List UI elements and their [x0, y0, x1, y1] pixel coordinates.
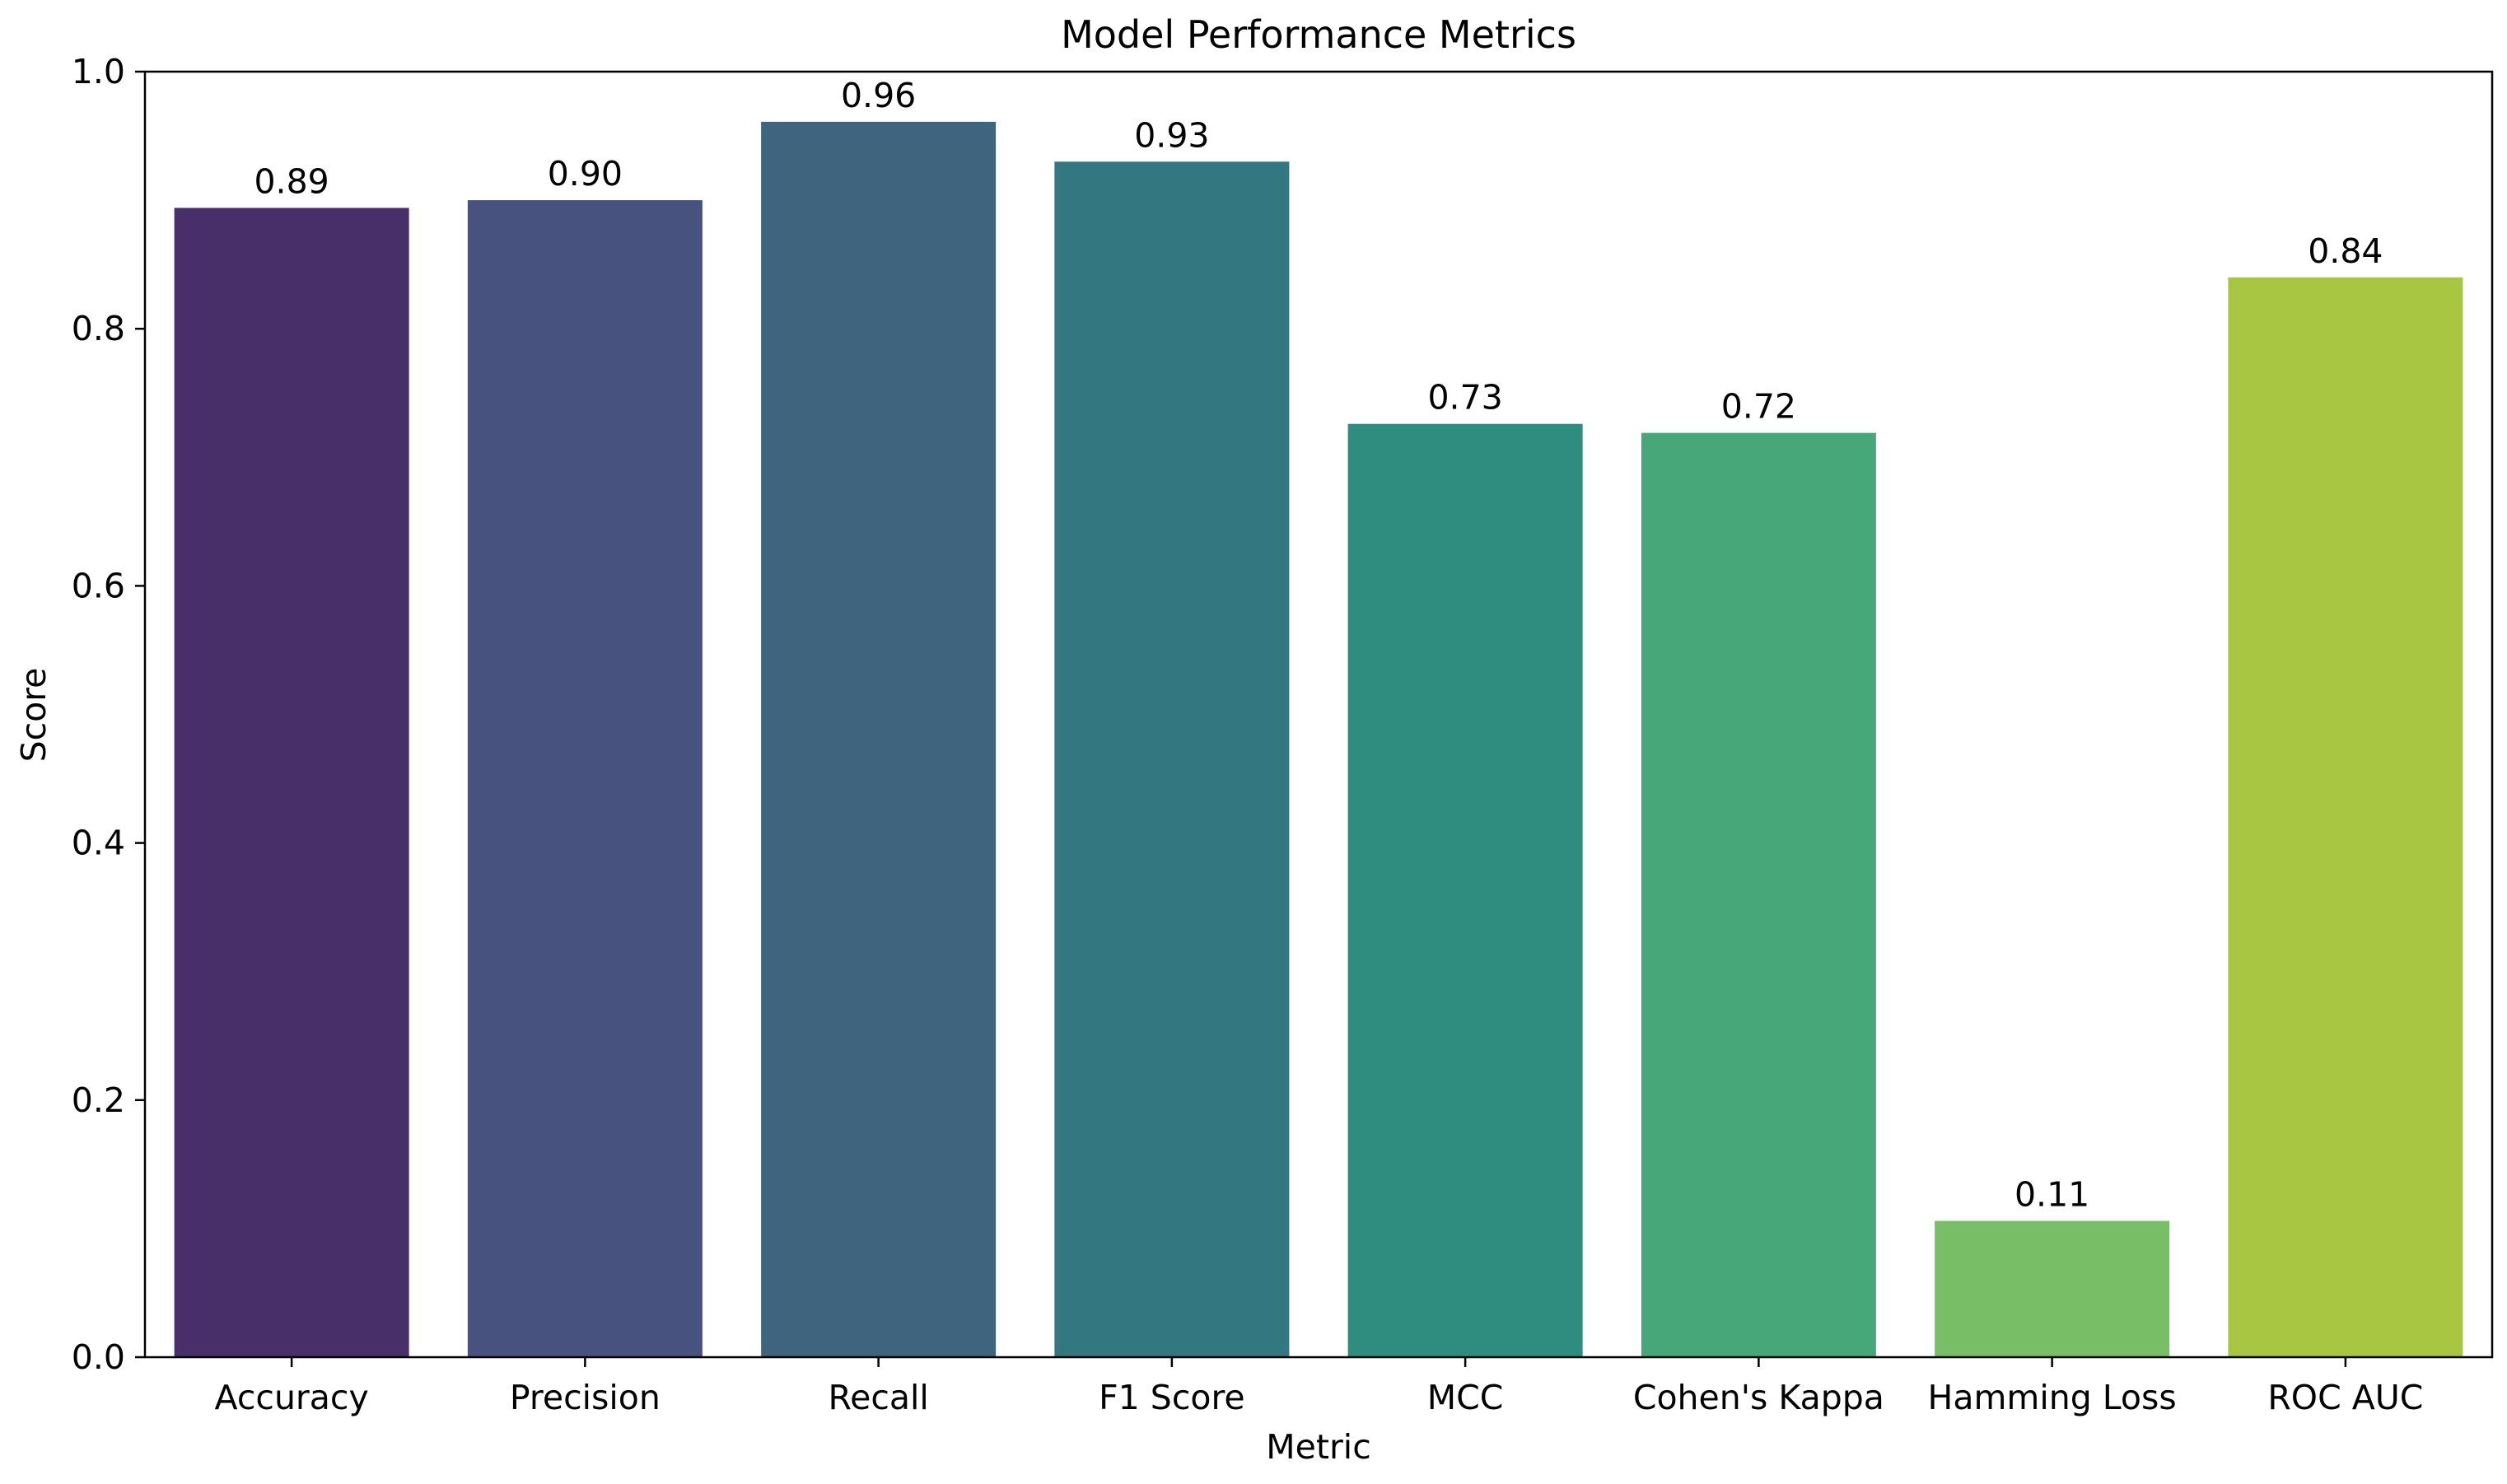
x-axis-ticks: Accuracy Precision Recall F1 Score MCC Cohen'… [215, 1357, 2423, 1417]
y-tick-label: 0.0 [72, 1337, 125, 1377]
y-tick-label: 0.4 [72, 824, 125, 863]
bar-value-label: 0.72 [1721, 387, 1796, 427]
x-tick-label: ROC AUC [2267, 1378, 2423, 1417]
x-tick-label: Precision [510, 1378, 661, 1417]
bar [1054, 161, 1290, 1357]
x-tick-label: Cohen's Kappa [1633, 1378, 1884, 1417]
x-tick-label: Recall [828, 1378, 928, 1417]
bar [467, 200, 703, 1358]
x-tick-label: Accuracy [215, 1378, 369, 1417]
bars-layer [174, 121, 2463, 1358]
bar [1347, 423, 1583, 1357]
x-tick-label: MCC [1427, 1378, 1504, 1417]
bar [1935, 1220, 2170, 1357]
bar [1641, 432, 1876, 1357]
bar [174, 208, 409, 1357]
y-tick-label: 0.8 [72, 309, 125, 348]
bar-value-label: 0.90 [548, 154, 623, 194]
x-tick-label: F1 Score [1099, 1378, 1245, 1417]
y-tick-label: 0.2 [72, 1080, 125, 1120]
bar [2228, 277, 2463, 1357]
bar [761, 121, 997, 1357]
x-axis-label: Metric [1266, 1427, 1370, 1467]
x-tick-label: Hamming Loss [1928, 1378, 2177, 1417]
y-tick-label: 1.0 [72, 52, 125, 91]
y-axis-label: Score [14, 668, 54, 763]
plot-frame [143, 70, 2494, 1359]
y-axis-ticks: 0.0 0.2 0.4 0.6 0.8 1.0 [72, 52, 145, 1377]
bar-value-label: 0.73 [1427, 378, 1502, 418]
bar-value-label: 0.93 [1134, 115, 1209, 155]
bar-value-label: 0.89 [254, 161, 329, 201]
chart-title: Model Performance Metrics [1061, 12, 1576, 57]
value-labels-layer: 0.89 0.90 0.96 0.93 0.73 0.72 0.11 0.84 [254, 76, 2383, 1215]
bar-value-label: 0.84 [2308, 231, 2383, 271]
bar-value-label: 0.11 [2014, 1175, 2089, 1215]
y-tick-label: 0.6 [72, 566, 125, 605]
bar-value-label: 0.96 [841, 76, 916, 115]
